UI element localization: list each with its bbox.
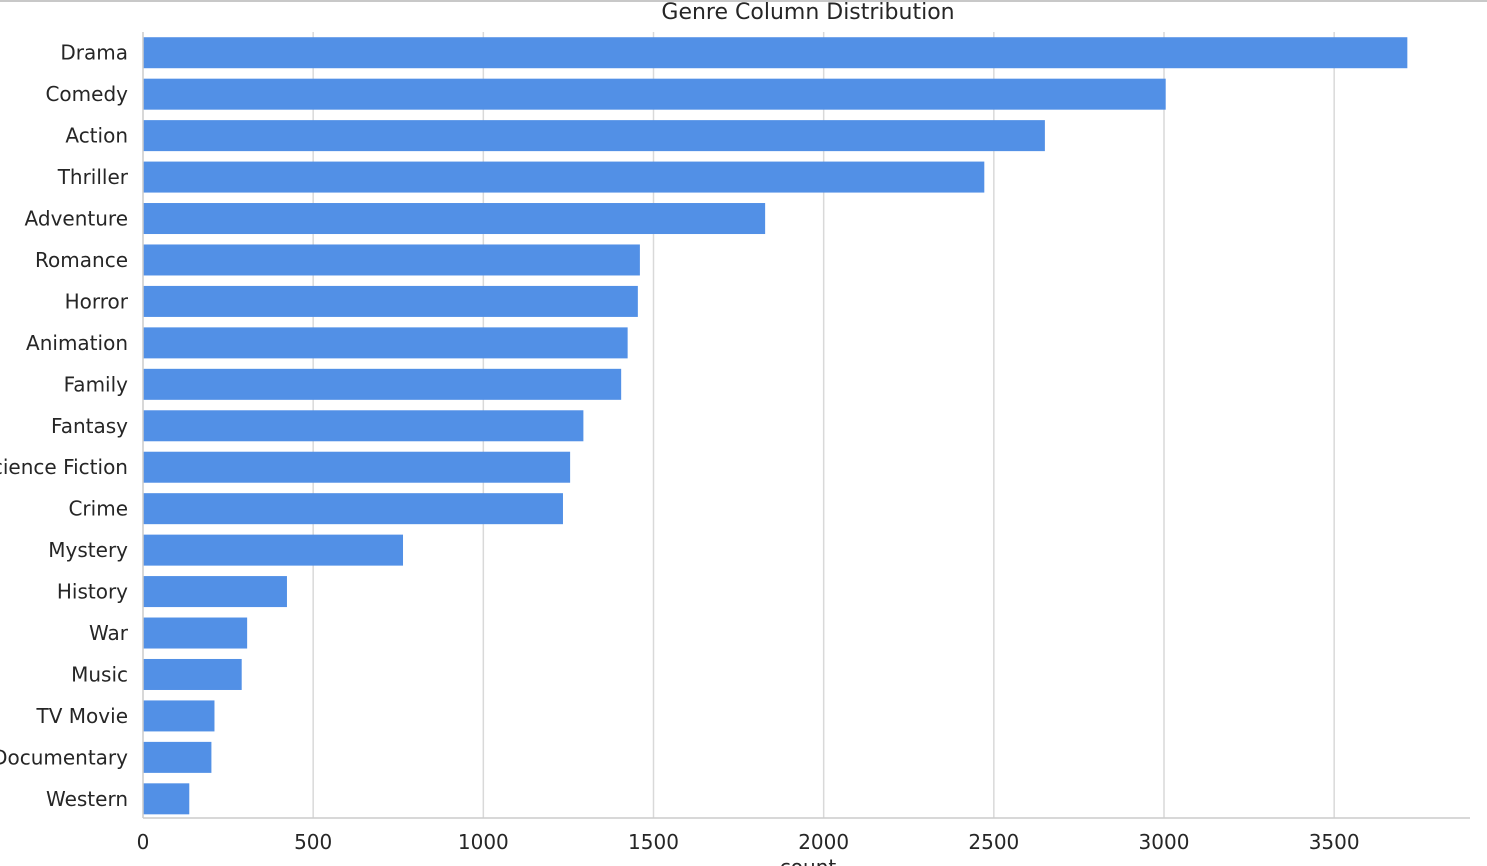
bar (143, 120, 1045, 152)
chart-title: Genre Column Distribution (661, 0, 954, 25)
bar (143, 244, 640, 276)
category-label: Music (71, 662, 128, 686)
category-label: Family (64, 372, 129, 396)
category-label: Comedy (45, 82, 128, 106)
category-label: Drama (60, 41, 128, 65)
bar (143, 658, 242, 690)
category-label: Documentary (0, 745, 128, 769)
axes (142, 32, 1470, 819)
x-tick-labels: 0 500 1000 1500 2000 2500 3000 3500 (137, 830, 1360, 854)
bar (143, 327, 628, 359)
category-label: Thriller (57, 165, 129, 189)
category-label: Western (46, 787, 128, 811)
category-label: Horror (65, 289, 129, 313)
x-axis-label: count (780, 855, 837, 866)
category-label: TV Movie (36, 704, 128, 728)
bar (143, 368, 622, 400)
x-tick-label: 1000 (458, 830, 509, 854)
bar (143, 451, 571, 483)
bar (143, 783, 190, 815)
bar (143, 576, 287, 608)
x-tick-label: 3500 (1309, 830, 1360, 854)
category-label: Fantasy (51, 414, 128, 438)
bar (143, 534, 404, 566)
bar (143, 78, 1166, 110)
x-tick-label: 1500 (628, 830, 679, 854)
bar (143, 617, 248, 649)
bar (143, 285, 638, 317)
category-label: Romance (35, 248, 128, 272)
category-label: Action (65, 124, 128, 148)
category-label: Adventure (25, 207, 128, 231)
bar (143, 410, 584, 442)
category-label: Science Fiction (0, 455, 128, 479)
x-tick-label: 500 (294, 830, 332, 854)
category-labels: Drama Comedy Action Thriller Adventure Romanc… (0, 41, 129, 811)
bar (143, 37, 1408, 69)
category-label: War (89, 621, 129, 645)
x-tick-label: 2000 (798, 830, 849, 854)
bars (143, 37, 1408, 815)
category-label: Animation (26, 331, 128, 355)
x-tick-label: 0 (137, 830, 150, 854)
category-label: Crime (68, 497, 128, 521)
bar (143, 161, 985, 193)
category-label: Mystery (48, 538, 128, 562)
bar (143, 700, 215, 732)
bar (143, 493, 563, 525)
top-border (0, 0, 1487, 2)
category-label: History (57, 580, 128, 604)
bar (143, 203, 766, 235)
x-tick-label: 2500 (968, 830, 1019, 854)
bar (143, 741, 212, 773)
x-tick-label: 3000 (1139, 830, 1190, 854)
